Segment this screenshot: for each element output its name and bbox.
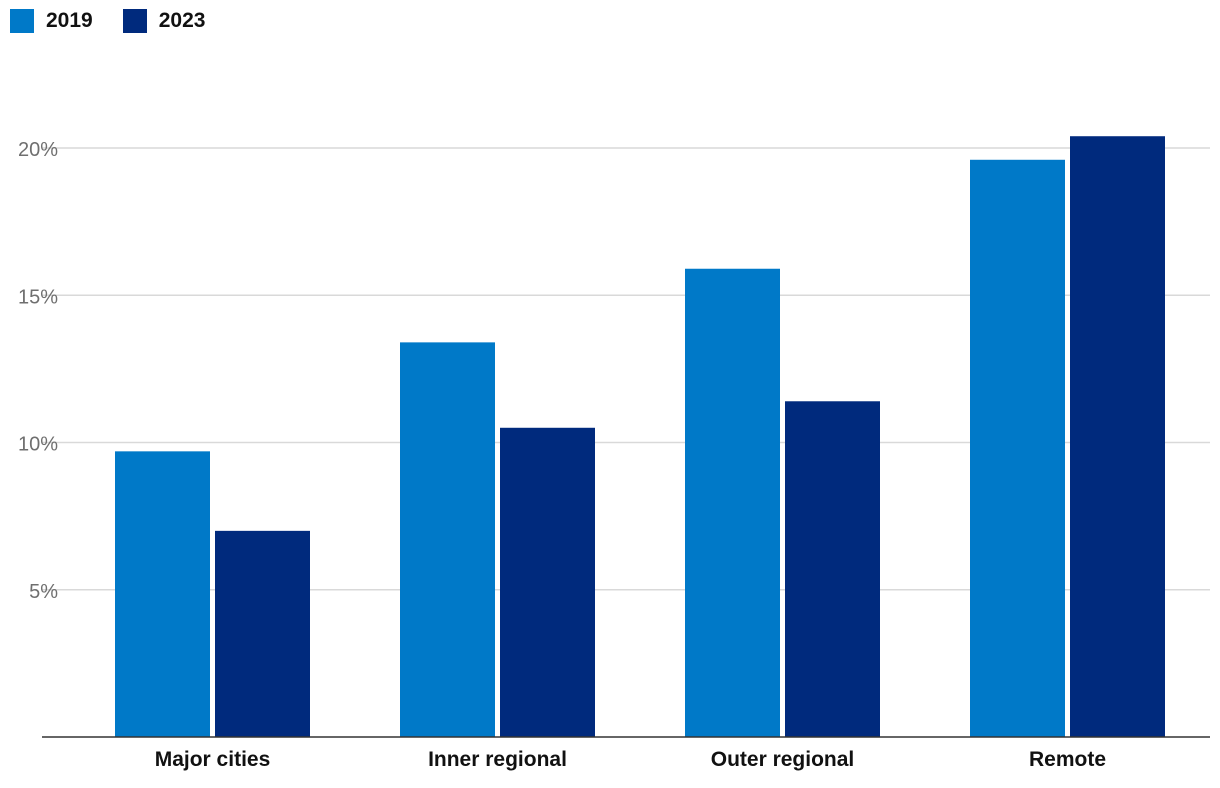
legend-item-2023: 2023 bbox=[122, 9, 206, 33]
bar-2019-outer-regional bbox=[685, 268, 780, 737]
legend-swatch-2023 bbox=[122, 9, 147, 33]
axis-labels: 5% 10% 15% 20% Major cities Inner regional Out… bbox=[18, 139, 1106, 771]
bars bbox=[115, 136, 1165, 738]
legend-item-2019: 2019 bbox=[10, 9, 93, 33]
legend-swatch-2019 bbox=[10, 9, 34, 33]
y-tick-label: 5% bbox=[29, 581, 58, 603]
x-category-label: Inner regional bbox=[428, 748, 567, 771]
legend-label-2019: 2019 bbox=[46, 9, 93, 32]
bar-2023-inner-regional bbox=[500, 427, 595, 737]
legend: 2019 2023 bbox=[10, 9, 235, 33]
bar-2023-major-cities bbox=[215, 530, 310, 737]
bar-2019-inner-regional bbox=[400, 342, 495, 737]
x-category-label: Major cities bbox=[155, 748, 271, 771]
bar-2023-remote bbox=[1070, 136, 1165, 738]
bar-2019-major-cities bbox=[115, 451, 210, 737]
y-tick-label: 15% bbox=[18, 286, 58, 308]
x-category-label: Remote bbox=[1029, 748, 1106, 771]
bar-2019-remote bbox=[970, 159, 1065, 737]
y-tick-label: 20% bbox=[18, 139, 58, 161]
y-tick-label: 10% bbox=[18, 434, 58, 456]
x-category-label: Outer regional bbox=[711, 748, 855, 771]
legend-label-2023: 2023 bbox=[158, 9, 206, 32]
bar-2023-outer-regional bbox=[785, 401, 880, 737]
